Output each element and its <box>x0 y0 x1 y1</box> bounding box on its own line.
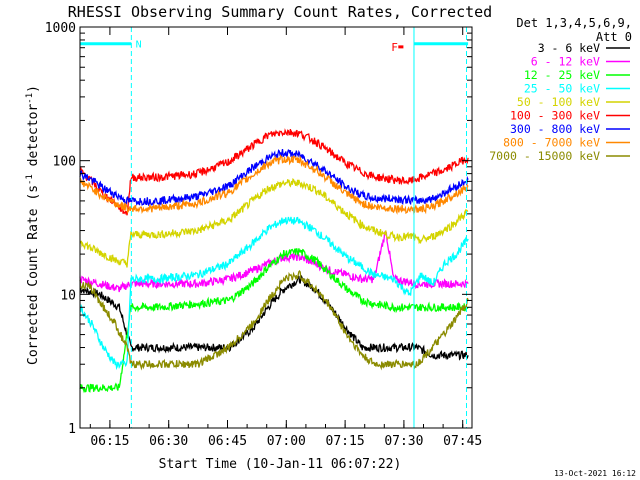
series-line-0 <box>79 274 469 361</box>
series-line-2 <box>79 248 469 394</box>
x-tick-label-2: 06:45 <box>208 434 247 449</box>
axes-layer: 06:15 06:30 06:45 07:00 07:15 07:30 07:45 1 10 10… <box>45 21 483 449</box>
legend-entry-8: 7000 - 15000 keV <box>489 149 600 163</box>
legend-entry-2: 12 - 25 keV <box>524 68 600 82</box>
y-tick-label-2: 100 <box>53 155 76 170</box>
x-tick-label-5: 07:30 <box>384 434 423 449</box>
series-line-8 <box>79 269 469 371</box>
y-tick-label-3: 1000 <box>45 21 76 36</box>
legend-entry-4: 50 - 100 keV <box>517 95 600 109</box>
footer-timestamp: 13-Oct-2021 16:12 <box>554 469 636 478</box>
y-axis-label: Corrected Count Rate (s-1 detector-1) <box>25 85 41 365</box>
legend-entry-1: 6 - 12 keV <box>531 55 600 69</box>
legend-header-line-2: Att 0 <box>596 30 632 44</box>
segment-label: N <box>136 40 142 51</box>
chart-title: RHESSI Observing Summary Count Rates, Co… <box>68 3 492 21</box>
series-layer <box>79 128 469 394</box>
series-line-6 <box>79 149 469 207</box>
series-line-4 <box>79 178 469 268</box>
x-tick-label-0: 06:15 <box>90 434 129 449</box>
legend-entry-7: 800 - 7000 keV <box>503 136 600 150</box>
x-axis-label: Start Time (10-Jan-11 06:07:22) <box>159 457 402 472</box>
flare-marker-label: F <box>391 41 398 54</box>
x-tick-label-6: 07:45 <box>443 434 482 449</box>
y-axis-label-exp2: -1 <box>25 93 35 104</box>
legend-entry-0: 3 - 6 keV <box>538 41 600 55</box>
y-tick-label-1: 10 <box>60 288 76 303</box>
y-axis-label-mid: detector <box>26 104 41 175</box>
x-tick-label-3: 07:00 <box>267 434 306 449</box>
series-line-5 <box>79 128 469 216</box>
legend-entry-5: 100 - 300 keV <box>510 109 600 123</box>
y-axis-label-end: ) <box>26 85 41 93</box>
legend-entry-6: 300 - 800 keV <box>510 122 600 136</box>
series-line-7 <box>79 154 469 216</box>
y-axis-label-main: Corrected Count Rate (s <box>26 185 41 365</box>
x-tick-label-4: 07:15 <box>326 434 365 449</box>
plot-frame <box>79 26 473 429</box>
x-tick-label-1: 06:30 <box>149 434 188 449</box>
y-tick-label-0: 1 <box>68 422 76 437</box>
series-line-3 <box>79 216 469 371</box>
y-axis-label-exp1: -1 <box>25 174 35 185</box>
legend-header-line-1: Det 1,3,4,5,6,9, <box>516 16 632 30</box>
legend-entry-3: 25 - 50 keV <box>524 82 600 96</box>
